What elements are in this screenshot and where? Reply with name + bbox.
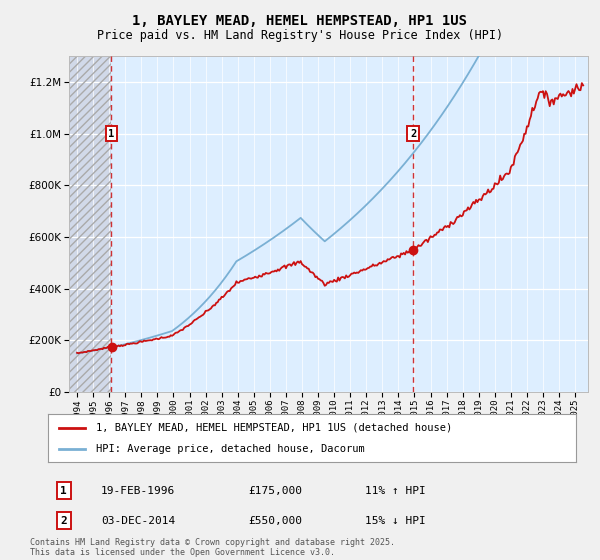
Text: 2: 2 [410, 129, 416, 138]
Bar [69, 56, 111, 392]
Text: 1, BAYLEY MEAD, HEMEL HEMPSTEAD, HP1 1US: 1, BAYLEY MEAD, HEMEL HEMPSTEAD, HP1 1US [133, 14, 467, 28]
Text: Price paid vs. HM Land Registry's House Price Index (HPI): Price paid vs. HM Land Registry's House … [97, 29, 503, 42]
Text: 11% ↑ HPI: 11% ↑ HPI [365, 486, 425, 496]
Text: Contains HM Land Registry data © Crown copyright and database right 2025.
This d: Contains HM Land Registry data © Crown c… [30, 538, 395, 557]
Text: 1: 1 [108, 129, 115, 138]
Text: 19-FEB-1996: 19-FEB-1996 [101, 486, 175, 496]
Text: HPI: Average price, detached house, Dacorum: HPI: Average price, detached house, Daco… [95, 444, 364, 454]
Text: 15% ↓ HPI: 15% ↓ HPI [365, 516, 425, 526]
Text: 03-DEC-2014: 03-DEC-2014 [101, 516, 175, 526]
Text: 1, BAYLEY MEAD, HEMEL HEMPSTEAD, HP1 1US (detached house): 1, BAYLEY MEAD, HEMEL HEMPSTEAD, HP1 1US… [95, 423, 452, 433]
Text: 1: 1 [61, 486, 67, 496]
Text: £175,000: £175,000 [248, 486, 302, 496]
Text: £550,000: £550,000 [248, 516, 302, 526]
Text: 2: 2 [61, 516, 67, 526]
Bar [69, 56, 111, 392]
